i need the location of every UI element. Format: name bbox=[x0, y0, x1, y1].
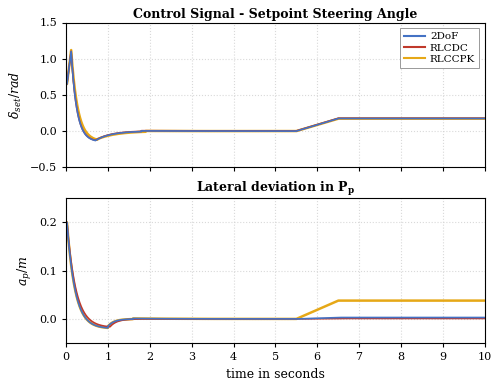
2DoF bbox=[68, 49, 74, 54]
RLCDC bbox=[136, 129, 142, 134]
Y-axis label: $\delta_{set}/rad$: $\delta_{set}/rad$ bbox=[8, 71, 24, 119]
Line: RLCCPK: RLCCPK bbox=[66, 50, 484, 140]
RLCCPK bbox=[428, 298, 434, 303]
RLCCPK bbox=[242, 129, 248, 133]
2DoF bbox=[63, 220, 69, 225]
RLCDC bbox=[68, 49, 74, 54]
RLCCPK bbox=[105, 326, 111, 330]
RLCCPK bbox=[428, 116, 434, 121]
RLCDC bbox=[111, 321, 117, 326]
RLCCPK bbox=[68, 48, 74, 53]
Line: 2DoF: 2DoF bbox=[66, 51, 484, 140]
2DoF bbox=[63, 82, 69, 86]
RLCCPK bbox=[63, 82, 69, 86]
RLCDC bbox=[474, 116, 480, 121]
RLCCPK bbox=[136, 316, 142, 321]
Title: Lateral deviation in $\mathbf{P_p}$: Lateral deviation in $\mathbf{P_p}$ bbox=[196, 180, 355, 198]
RLCCPK bbox=[111, 319, 117, 324]
Line: 2DoF: 2DoF bbox=[66, 223, 484, 328]
RLCDC bbox=[92, 138, 98, 143]
2DoF bbox=[111, 319, 117, 324]
RLCDC bbox=[482, 316, 488, 321]
Title: Control Signal - Setpoint Steering Angle: Control Signal - Setpoint Steering Angle bbox=[133, 8, 418, 21]
2DoF bbox=[105, 326, 111, 330]
2DoF bbox=[136, 129, 142, 134]
RLCDC bbox=[428, 316, 434, 321]
2DoF bbox=[136, 316, 142, 321]
2DoF bbox=[474, 116, 480, 121]
Line: RLCDC: RLCDC bbox=[66, 223, 484, 327]
RLCDC bbox=[224, 128, 230, 133]
RLCCPK bbox=[224, 317, 230, 321]
2DoF bbox=[242, 317, 248, 321]
2DoF bbox=[482, 116, 488, 121]
RLCDC bbox=[111, 131, 117, 136]
2DoF bbox=[482, 315, 488, 320]
RLCDC bbox=[242, 317, 248, 321]
2DoF bbox=[428, 116, 434, 121]
Y-axis label: $a_p/m$: $a_p/m$ bbox=[16, 255, 34, 286]
RLCDC bbox=[107, 324, 113, 329]
2DoF bbox=[224, 129, 230, 133]
RLCCPK bbox=[242, 317, 248, 321]
RLCCPK bbox=[482, 116, 488, 121]
2DoF bbox=[242, 129, 248, 133]
RLCDC bbox=[428, 116, 434, 121]
RLCCPK bbox=[474, 116, 480, 121]
2DoF bbox=[474, 315, 480, 320]
RLCCPK bbox=[94, 137, 100, 142]
Line: RLCDC: RLCDC bbox=[66, 51, 484, 140]
RLCDC bbox=[242, 128, 248, 133]
RLCDC bbox=[63, 82, 69, 86]
2DoF bbox=[224, 317, 230, 321]
2DoF bbox=[428, 315, 434, 320]
RLCCPK bbox=[136, 130, 142, 134]
RLCDC bbox=[474, 316, 480, 321]
Line: RLCCPK: RLCCPK bbox=[66, 223, 484, 328]
2DoF bbox=[111, 131, 117, 136]
RLCCPK bbox=[111, 132, 117, 137]
RLCDC bbox=[482, 116, 488, 121]
Legend: 2DoF, RLCDC, RLCCPK: 2DoF, RLCDC, RLCCPK bbox=[400, 28, 479, 68]
RLCCPK bbox=[482, 298, 488, 303]
RLCDC bbox=[136, 317, 142, 321]
RLCDC bbox=[224, 317, 230, 321]
X-axis label: time in seconds: time in seconds bbox=[226, 368, 325, 381]
RLCCPK bbox=[224, 129, 230, 133]
RLCDC bbox=[63, 220, 69, 225]
RLCCPK bbox=[63, 220, 69, 225]
2DoF bbox=[92, 138, 98, 143]
RLCCPK bbox=[474, 298, 480, 303]
